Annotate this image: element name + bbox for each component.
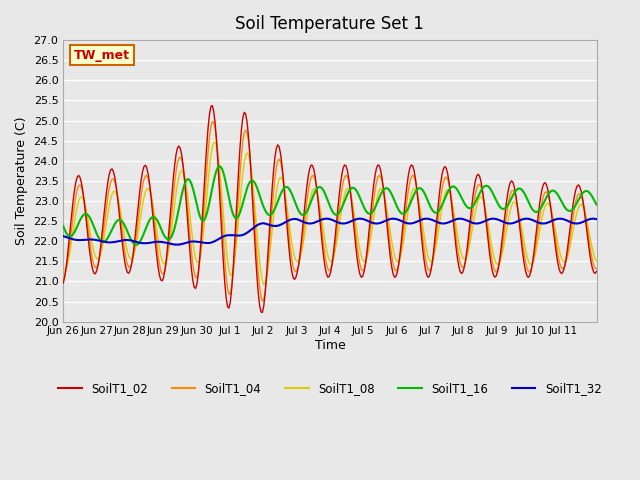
X-axis label: Time: Time (314, 339, 346, 352)
Y-axis label: Soil Temperature (C): Soil Temperature (C) (15, 117, 28, 245)
Legend: SoilT1_02, SoilT1_04, SoilT1_08, SoilT1_16, SoilT1_32: SoilT1_02, SoilT1_04, SoilT1_08, SoilT1_… (54, 378, 606, 400)
Title: Soil Temperature Set 1: Soil Temperature Set 1 (236, 15, 424, 33)
Text: TW_met: TW_met (74, 48, 130, 61)
